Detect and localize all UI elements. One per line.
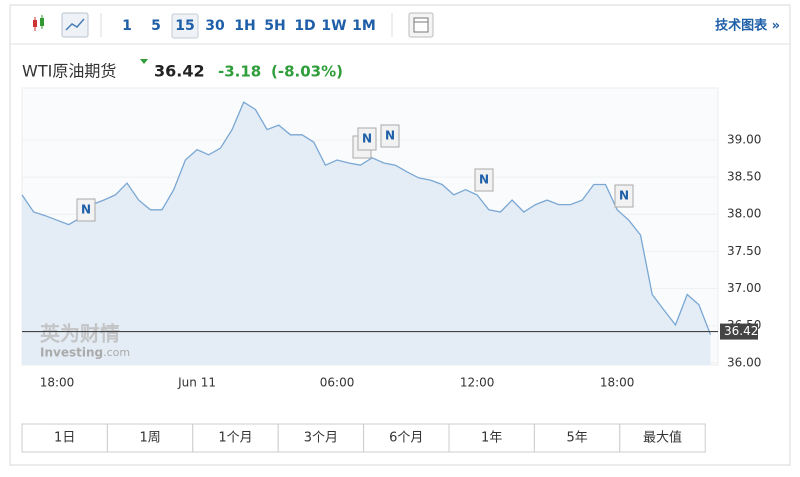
line-icon[interactable] <box>61 12 89 38</box>
last-price-label: 36.42 <box>724 324 758 338</box>
instrument-name: WTI原油期货 <box>22 62 116 81</box>
range-label: 1个月 <box>218 431 252 446</box>
interval-button[interactable]: 15 <box>175 18 194 34</box>
news-marker[interactable] <box>76 198 96 222</box>
active-interval-bg <box>171 13 199 39</box>
range-label: 3个月 <box>304 431 338 446</box>
range-label: 1日 <box>54 431 75 446</box>
interval-button[interactable]: 1 <box>122 18 132 34</box>
range-button[interactable] <box>21 423 108 453</box>
y-tick-label: 36.00 <box>727 355 761 369</box>
y-tick-label: 39.00 <box>727 132 761 146</box>
news-marker-label: N <box>81 203 91 217</box>
range-button[interactable] <box>363 423 450 453</box>
news-marker-label: N <box>619 189 629 203</box>
x-tick-label: 18:00 <box>40 376 75 390</box>
interval-button[interactable]: 5 <box>151 18 161 34</box>
y-tick-label: 38.00 <box>727 207 761 221</box>
change: -3.18 <box>218 63 261 81</box>
range-label: 最大值 <box>643 430 682 446</box>
settings-icon[interactable] <box>408 12 434 38</box>
interval-button[interactable]: 1H <box>234 18 255 34</box>
interval-button[interactable]: 30 <box>205 18 225 34</box>
news-marker[interactable] <box>614 184 634 208</box>
interval-button[interactable]: 1M <box>352 18 376 34</box>
x-tick-label: 12:00 <box>460 376 495 390</box>
range-label: 5年 <box>566 431 587 446</box>
interval-button[interactable]: 5H <box>264 18 285 34</box>
interval-button[interactable]: 1W <box>321 18 346 34</box>
watermark-en: Investing <box>40 346 103 360</box>
change-percent: (-8.03%) <box>271 63 343 81</box>
range-button[interactable] <box>533 423 621 453</box>
range-label: 1年 <box>481 431 502 446</box>
last-price-box <box>720 323 758 340</box>
range-button[interactable] <box>448 423 535 453</box>
watermark-cn: 英为财情 <box>40 322 120 346</box>
area <box>22 102 711 365</box>
y-tick-label: 37.00 <box>727 281 761 295</box>
news-marker-label: N <box>385 129 395 143</box>
down-indicator <box>140 59 148 64</box>
range-button[interactable] <box>619 423 706 453</box>
news-marker[interactable] <box>380 124 400 148</box>
x-tick-label: 18:00 <box>600 376 635 390</box>
y-tick-label: 37.50 <box>727 244 761 258</box>
range-button[interactable] <box>106 423 194 453</box>
candle-icon[interactable] <box>33 15 44 31</box>
range-button[interactable] <box>192 423 279 453</box>
watermark-domain: .com <box>103 346 130 359</box>
range-label: 6个月 <box>389 431 423 446</box>
news-marker[interactable] <box>474 168 494 192</box>
news-marker-label: N <box>479 173 489 187</box>
interval-button[interactable]: 1D <box>294 18 315 34</box>
news-marker-label: N <box>362 132 372 146</box>
range-label: 1周 <box>139 431 160 446</box>
price-line <box>21 101 712 335</box>
tech-chart-link[interactable]: 技术图表 » <box>715 18 780 34</box>
y-tick-label: 38.50 <box>727 170 761 184</box>
price: 36.42 <box>154 62 205 81</box>
x-tick-label: Jun 11 <box>177 376 216 390</box>
x-tick-label: 06:00 <box>320 376 355 390</box>
news-marker[interactable] <box>357 127 377 151</box>
range-button[interactable] <box>277 423 365 453</box>
